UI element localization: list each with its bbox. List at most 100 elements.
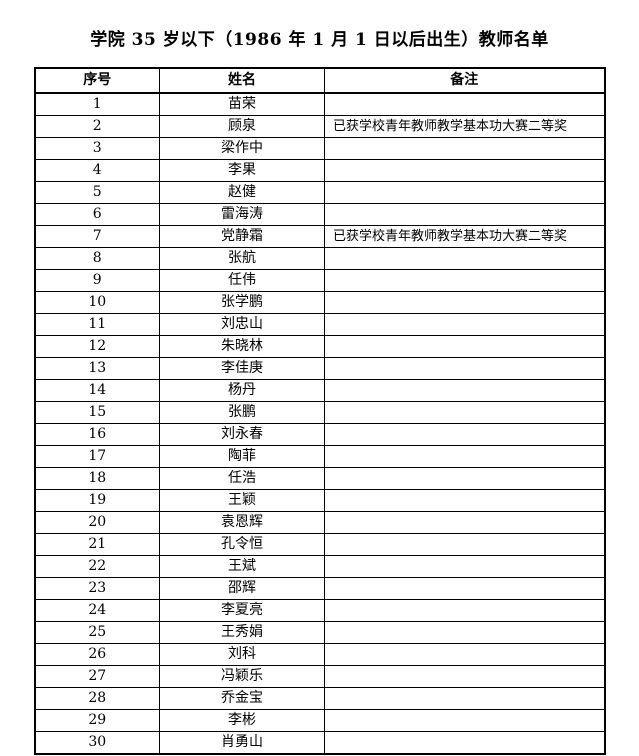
row-number-cell: 24 — [34, 599, 160, 622]
row-number-cell: 18 — [34, 467, 160, 490]
row-number-cell: 4 — [34, 159, 160, 182]
remark-cell: 已获学校青年教师教学基本功大赛二等奖 — [324, 115, 605, 138]
name-cell: 王斌 — [159, 555, 325, 578]
remark-cell: 已获学校青年教师教学基本功大赛二等奖 — [324, 225, 605, 248]
remark-cell — [324, 731, 605, 755]
row-number-cell: 22 — [34, 555, 160, 578]
remark-cell — [324, 137, 605, 160]
remark-cell — [324, 423, 605, 446]
row-number-cell: 29 — [34, 709, 160, 732]
teacher-table: 序号 姓名 备注 1 苗荣 2 顾泉 已获学校青年教师教学基本功大赛二等奖 3 … — [33, 67, 606, 755]
table-row: 22 王斌 — [34, 555, 605, 578]
row-number-cell: 7 — [34, 225, 160, 248]
table-row: 30 肖勇山 — [34, 731, 605, 755]
remark-cell — [324, 379, 605, 402]
remark-cell — [324, 665, 605, 688]
row-number-cell: 11 — [34, 313, 160, 336]
row-number-cell: 25 — [34, 621, 160, 644]
name-cell: 王秀娟 — [159, 621, 325, 644]
remark-cell — [324, 335, 605, 358]
row-number-cell: 30 — [34, 731, 160, 755]
remark-cell — [324, 709, 605, 732]
row-number-cell: 14 — [34, 379, 160, 402]
name-cell: 顾泉 — [159, 115, 325, 138]
remark-cell — [324, 92, 605, 116]
name-cell: 朱晓林 — [159, 335, 325, 358]
table-row: 19 王颖 — [34, 489, 605, 512]
name-cell: 冯颖乐 — [159, 665, 325, 688]
row-number-cell: 23 — [34, 577, 160, 600]
table-row: 3 梁作中 — [34, 137, 605, 160]
row-number-cell: 27 — [34, 665, 160, 688]
table-row: 12 朱晓林 — [34, 335, 605, 358]
name-cell: 张航 — [159, 247, 325, 270]
row-number-cell: 13 — [34, 357, 160, 380]
remark-cell — [324, 181, 605, 204]
remark-cell — [324, 247, 605, 270]
table-row: 17 陶菲 — [34, 445, 605, 468]
remark-cell — [324, 599, 605, 622]
remark-cell — [324, 357, 605, 380]
name-cell: 邵辉 — [159, 577, 325, 600]
name-cell: 李佳庚 — [159, 357, 325, 380]
remark-cell — [324, 291, 605, 314]
name-cell: 袁恩辉 — [159, 511, 325, 534]
name-cell: 陶菲 — [159, 445, 325, 468]
table-row: 27 冯颖乐 — [34, 665, 605, 688]
document-title: 学院 35 岁以下（1986 年 1 月 1 日以后出生）教师名单 — [90, 30, 549, 50]
row-number-cell: 10 — [34, 291, 160, 314]
name-cell: 乔金宝 — [159, 687, 325, 710]
table-row: 24 李夏亮 — [34, 599, 605, 622]
name-cell: 杨丹 — [159, 379, 325, 402]
row-number-cell: 1 — [34, 92, 160, 116]
table-row: 10 张学鹏 — [34, 291, 605, 314]
name-cell: 赵健 — [159, 181, 325, 204]
table-row: 16 刘永春 — [34, 423, 605, 446]
row-number-cell: 17 — [34, 445, 160, 468]
remark-cell — [324, 159, 605, 182]
row-number-cell: 8 — [34, 247, 160, 270]
column-header-no: 序号 — [34, 67, 160, 94]
name-cell: 刘忠山 — [159, 313, 325, 336]
table-row: 23 邵辉 — [34, 577, 605, 600]
row-number-cell: 5 — [34, 181, 160, 204]
row-number-cell: 20 — [34, 511, 160, 534]
remark-cell — [324, 621, 605, 644]
name-cell: 王颖 — [159, 489, 325, 512]
table-row: 21 孔令恒 — [34, 533, 605, 556]
remark-cell — [324, 401, 605, 424]
row-number-cell: 16 — [34, 423, 160, 446]
table-row: 20 袁恩辉 — [34, 511, 605, 534]
name-cell: 张鹏 — [159, 401, 325, 424]
table-row: 15 张鹏 — [34, 401, 605, 424]
name-cell: 任伟 — [159, 269, 325, 292]
name-cell: 任浩 — [159, 467, 325, 490]
name-cell: 李果 — [159, 159, 325, 182]
row-number-cell: 28 — [34, 687, 160, 710]
table-row: 14 杨丹 — [34, 379, 605, 402]
remark-cell — [324, 489, 605, 512]
remark-cell — [324, 577, 605, 600]
remark-cell — [324, 445, 605, 468]
remark-cell — [324, 687, 605, 710]
name-cell: 党静霜 — [159, 225, 325, 248]
row-number-cell: 12 — [34, 335, 160, 358]
header-row: 序号 姓名 备注 — [34, 67, 605, 94]
table-row: 11 刘忠山 — [34, 313, 605, 336]
remark-cell — [324, 555, 605, 578]
table-row: 28 乔金宝 — [34, 687, 605, 710]
table-row: 1 苗荣 — [34, 92, 605, 116]
remark-cell — [324, 467, 605, 490]
remark-cell — [324, 269, 605, 292]
name-cell: 梁作中 — [159, 137, 325, 160]
column-header-remark: 备注 — [324, 67, 605, 94]
remark-cell — [324, 643, 605, 666]
column-header-name: 姓名 — [159, 67, 325, 94]
row-number-cell: 15 — [34, 401, 160, 424]
name-cell: 孔令恒 — [159, 533, 325, 556]
remark-cell — [324, 533, 605, 556]
row-number-cell: 19 — [34, 489, 160, 512]
table-row: 18 任浩 — [34, 467, 605, 490]
row-number-cell: 6 — [34, 203, 160, 226]
